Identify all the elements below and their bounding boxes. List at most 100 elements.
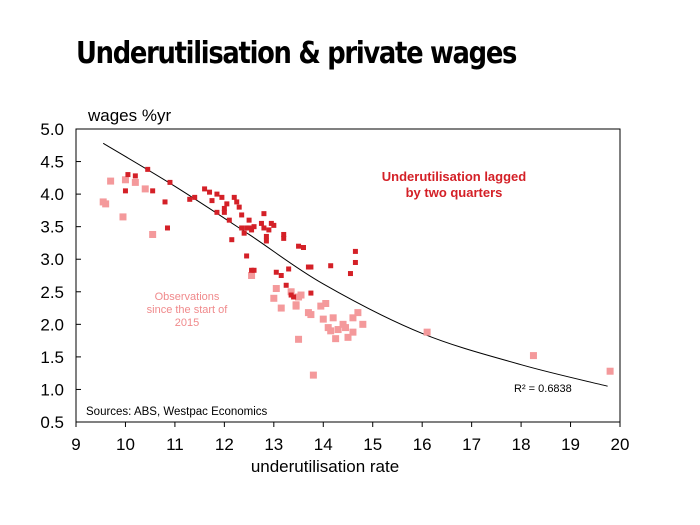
point-since-2015: [327, 327, 335, 335]
point-since-2015: [121, 176, 129, 184]
point-lagged: [300, 245, 306, 251]
point-lagged: [286, 266, 292, 272]
point-since-2015: [354, 309, 362, 317]
point-lagged: [229, 237, 235, 243]
point-lagged: [281, 231, 287, 237]
point-lagged: [167, 179, 173, 185]
point-lagged: [239, 225, 245, 231]
point-since-2015: [292, 302, 300, 310]
annotation-recent-line1: Observations: [155, 291, 220, 303]
point-since-2015: [277, 304, 285, 312]
r-squared-label: R² = 0.6838: [514, 383, 572, 395]
point-since-2015: [270, 294, 278, 302]
point-lagged: [281, 235, 287, 241]
x-tick-label: 10: [116, 435, 135, 454]
point-lagged: [239, 212, 245, 218]
point-lagged: [214, 191, 220, 197]
point-since-2015: [309, 371, 317, 379]
point-lagged: [261, 211, 267, 217]
trendline: [102, 142, 608, 387]
point-since-2015: [141, 185, 149, 193]
annotation-lagged-line2: by two quarters: [406, 185, 503, 200]
point-lagged: [249, 227, 255, 233]
annotation-recent-line2: since the start of: [147, 304, 229, 316]
point-since-2015: [332, 335, 340, 343]
point-lagged: [246, 217, 252, 223]
y-tick-label: 2.0: [40, 315, 64, 334]
plot-frame: [75, 128, 621, 423]
point-lagged: [296, 243, 302, 249]
point-lagged: [291, 294, 297, 300]
point-since-2015: [334, 326, 342, 334]
point-lagged: [263, 233, 269, 239]
point-since-2015: [529, 352, 537, 360]
series-since-2015: [99, 176, 614, 379]
x-tick-label: 9: [71, 435, 80, 454]
point-since-2015: [329, 314, 337, 322]
point-lagged: [221, 205, 227, 211]
point-lagged: [224, 201, 230, 207]
point-since-2015: [102, 200, 110, 208]
point-since-2015: [344, 333, 352, 341]
chart-title: Underutilisation & private wages: [76, 36, 517, 71]
point-lagged: [187, 196, 193, 202]
point-since-2015: [272, 285, 280, 293]
y-tick-labels: 0.5 1.0 1.5 2.0 2.5 3.0 3.5 4.0 4.5 5.0: [40, 120, 81, 432]
annotation-recent-line3: 2015: [175, 317, 199, 329]
series-lagged: [122, 166, 358, 300]
point-since-2015: [297, 291, 305, 299]
point-since-2015: [307, 311, 315, 319]
point-lagged: [352, 248, 358, 254]
point-since-2015: [119, 213, 127, 221]
point-since-2015: [287, 288, 295, 296]
point-since-2015: [248, 272, 256, 279]
point-since-2015: [295, 335, 303, 343]
point-since-2015: [423, 328, 431, 336]
point-since-2015: [317, 302, 325, 310]
x-tick-labels: 9 10 11 12 13 14 15 16 17 18 19 20: [71, 422, 629, 454]
y-tick-label: 1.5: [40, 348, 64, 367]
source-note: Sources: ABS, Westpac Economics: [86, 406, 268, 418]
y-tick-label: 1.0: [40, 380, 64, 399]
point-since-2015: [606, 367, 614, 375]
y-tick-label: 5.0: [40, 120, 64, 139]
point-lagged: [261, 225, 267, 231]
point-lagged: [207, 189, 213, 195]
point-lagged: [283, 282, 289, 288]
point-since-2015: [131, 178, 139, 186]
y-tick-label: 0.5: [40, 413, 64, 432]
x-tick-label: 12: [215, 435, 234, 454]
point-lagged: [150, 188, 156, 194]
y-tick-label: 4.0: [40, 185, 64, 204]
point-lagged: [145, 166, 151, 172]
x-tick-label: 18: [512, 435, 531, 454]
point-lagged: [328, 263, 334, 269]
point-lagged: [278, 273, 284, 278]
point-lagged: [251, 224, 257, 230]
point-lagged: [209, 198, 215, 204]
point-lagged: [162, 199, 168, 205]
point-lagged: [241, 230, 247, 236]
point-lagged: [266, 227, 272, 233]
point-since-2015: [359, 320, 367, 328]
point-lagged: [258, 220, 264, 226]
y-tick-label: 2.5: [40, 283, 64, 302]
x-tick-label: 16: [413, 435, 432, 454]
point-since-2015: [342, 324, 350, 332]
x-tick-label: 15: [363, 435, 382, 454]
point-lagged: [308, 290, 314, 296]
point-since-2015: [349, 328, 357, 336]
point-lagged: [132, 173, 138, 179]
point-lagged: [251, 267, 257, 273]
point-lagged: [164, 225, 170, 231]
x-tick-label: 14: [314, 435, 333, 454]
point-since-2015: [322, 299, 330, 307]
y-tick-label: 3.0: [40, 250, 64, 269]
point-lagged: [192, 194, 198, 200]
point-lagged: [226, 217, 232, 223]
point-lagged: [221, 209, 227, 215]
point-lagged: [219, 194, 225, 200]
x-axis-label: underutilisation rate: [251, 457, 399, 476]
y-tick-label: 4.5: [40, 153, 64, 172]
point-lagged: [231, 194, 237, 200]
